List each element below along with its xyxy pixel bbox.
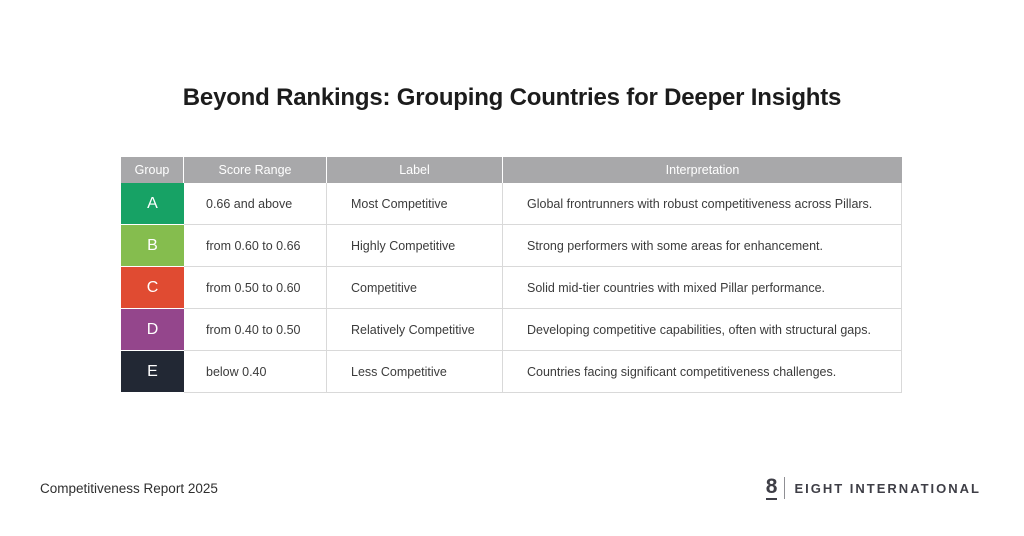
logo-wordmark: EIGHT INTERNATIONAL (794, 480, 981, 496)
table-row: D from 0.40 to 0.50 Relatively Competiti… (121, 309, 902, 351)
table-row: C from 0.50 to 0.60 Competitive Solid mi… (121, 267, 902, 309)
score-range-cell: below 0.40 (184, 351, 327, 392)
logo-eight-icon: 8 (765, 475, 778, 500)
score-range-cell: from 0.60 to 0.66 (184, 225, 327, 266)
group-badge-b: B (121, 225, 184, 267)
score-range-cell: from 0.40 to 0.50 (184, 309, 327, 350)
interpretation-cell: Global frontrunners with robust competit… (503, 183, 902, 224)
column-header-group: Group (121, 157, 184, 183)
column-header-interpretation: Interpretation (503, 157, 902, 183)
group-badge-a: A (121, 183, 184, 225)
table-row: E below 0.40 Less Competitive Countries … (121, 351, 902, 393)
group-badge-c: C (121, 267, 184, 309)
label-cell: Competitive (327, 267, 503, 308)
interpretation-cell: Countries facing significant competitive… (503, 351, 902, 392)
table-row: B from 0.60 to 0.66 Highly Competitive S… (121, 225, 902, 267)
eight-international-logo: 8 EIGHT INTERNATIONAL (765, 475, 981, 500)
interpretation-cell: Solid mid-tier countries with mixed Pill… (503, 267, 902, 308)
group-badge-e: E (121, 351, 184, 393)
report-name: Competitiveness Report 2025 (40, 481, 218, 496)
label-cell: Highly Competitive (327, 225, 503, 266)
label-cell: Most Competitive (327, 183, 503, 224)
interpretation-cell: Strong performers with some areas for en… (503, 225, 902, 266)
table-header-row: Group Score Range Label Interpretation (121, 157, 902, 183)
grouping-table: Group Score Range Label Interpretation A… (121, 157, 902, 393)
score-range-cell: 0.66 and above (184, 183, 327, 224)
score-range-cell: from 0.50 to 0.60 (184, 267, 327, 308)
page-title: Beyond Rankings: Grouping Countries for … (182, 84, 842, 111)
interpretation-cell: Developing competitive capabilities, oft… (503, 309, 902, 350)
label-cell: Less Competitive (327, 351, 503, 392)
group-badge-d: D (121, 309, 184, 351)
table-row: A 0.66 and above Most Competitive Global… (121, 183, 902, 225)
column-header-score-range: Score Range (184, 157, 327, 183)
label-cell: Relatively Competitive (327, 309, 503, 350)
logo-divider (784, 477, 786, 499)
column-header-label: Label (327, 157, 503, 183)
